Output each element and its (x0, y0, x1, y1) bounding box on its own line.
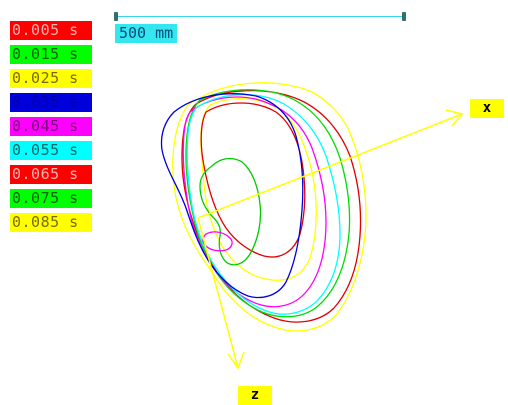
contour-green-inner (199, 157, 262, 266)
contour-blue (160, 93, 304, 299)
legend-item-4: 0.035 s (10, 93, 92, 112)
contour-magenta (182, 96, 327, 308)
scale-label: 500 mm (115, 24, 178, 43)
contour-yellow-outer (172, 82, 367, 332)
contour-red-inner (200, 102, 306, 258)
x-axis-arrow (197, 109, 464, 219)
z-axis-label: z (238, 386, 272, 405)
scale-bar (114, 12, 406, 21)
contour-cyan (186, 94, 341, 315)
scale-bar-right-cap (402, 12, 406, 21)
scale-bar-left-cap (114, 12, 118, 21)
legend-item-6: 0.055 s (10, 141, 92, 160)
legend-item-1: 0.005 s (10, 21, 92, 40)
legend-item-9: 0.085 s (10, 213, 92, 232)
time-legend: 0.005 s 0.015 s 0.025 s 0.035 s 0.045 s … (10, 21, 92, 237)
legend-item-2: 0.015 s (10, 45, 92, 64)
contour-red-outer (181, 89, 362, 323)
legend-item-7: 0.065 s (10, 165, 92, 184)
x-axis-label: x (470, 99, 504, 118)
legend-item-5: 0.045 s (10, 117, 92, 136)
scale-bar-line (116, 16, 404, 17)
legend-item-8: 0.075 s (10, 189, 92, 208)
legend-item-3: 0.025 s (10, 69, 92, 88)
contour-green-outer (185, 89, 351, 318)
z-axis-arrow (197, 217, 245, 370)
contour-magenta-blob (202, 231, 233, 252)
